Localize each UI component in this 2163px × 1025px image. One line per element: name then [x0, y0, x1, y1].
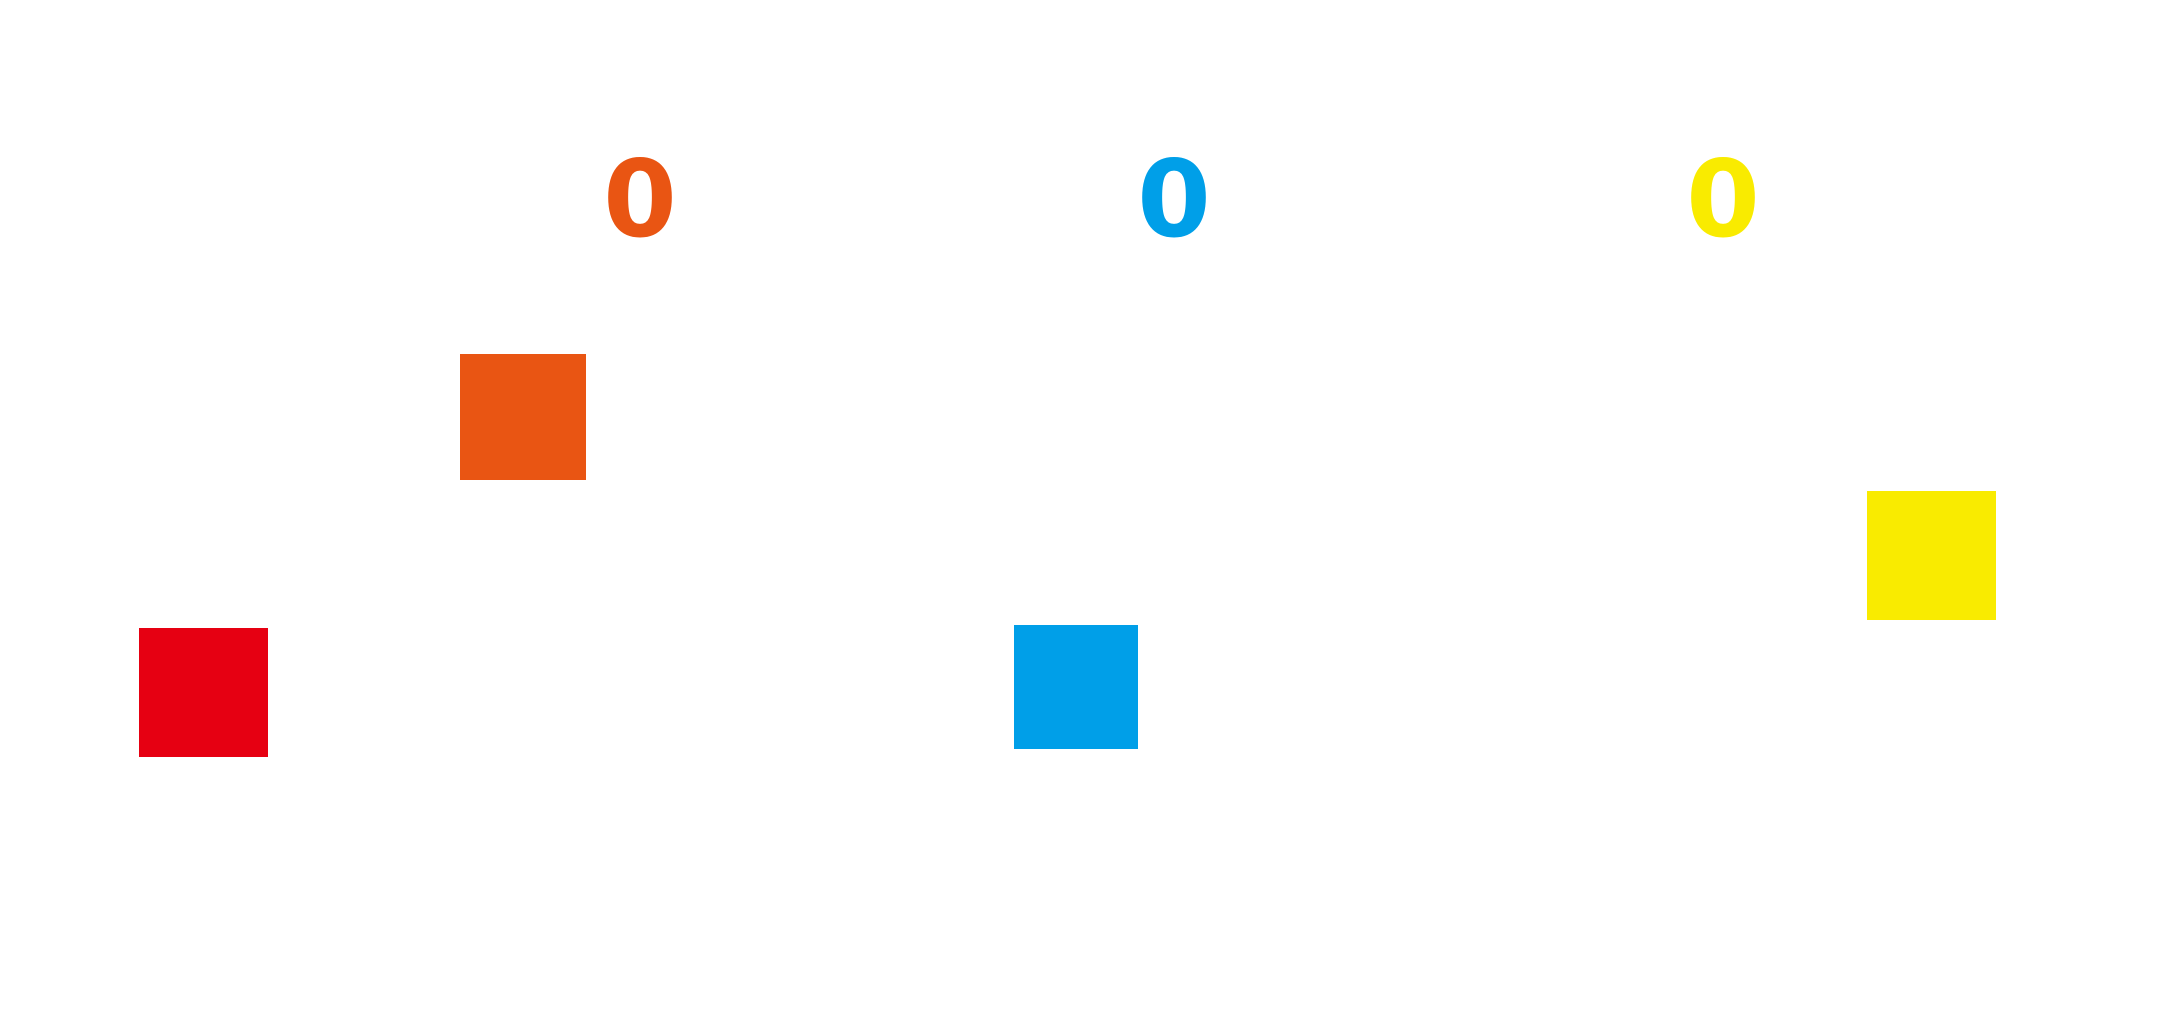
red-square — [139, 628, 268, 757]
yellow-square — [1867, 491, 1996, 620]
orange-square — [460, 354, 586, 480]
orange-score-label: 0 — [603, 138, 677, 261]
yellow-score-label: 0 — [1686, 138, 1760, 261]
blue-score-label: 0 — [1137, 138, 1211, 261]
blue-square — [1014, 625, 1138, 749]
